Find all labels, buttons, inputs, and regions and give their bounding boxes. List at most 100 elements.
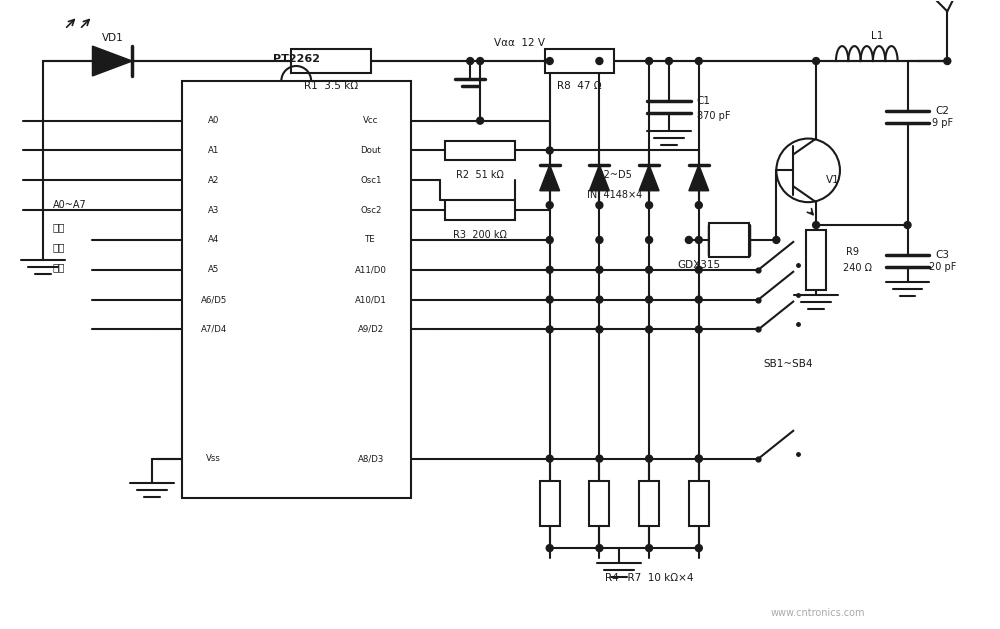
- Text: A1: A1: [208, 146, 219, 155]
- Text: 引脚: 引脚: [53, 262, 65, 272]
- Circle shape: [546, 266, 553, 273]
- Text: A0~A7: A0~A7: [53, 200, 86, 210]
- Text: Vαα  12 V: Vαα 12 V: [494, 38, 545, 48]
- Text: A5: A5: [208, 265, 219, 274]
- Circle shape: [546, 545, 553, 552]
- Text: Osc1: Osc1: [360, 176, 382, 185]
- Text: www.cntronics.com: www.cntronics.com: [771, 608, 865, 618]
- Bar: [540, 481, 560, 526]
- Text: R3  200 kΩ: R3 200 kΩ: [453, 230, 507, 240]
- Text: C3: C3: [935, 250, 949, 260]
- Bar: [182, 81, 411, 498]
- Circle shape: [646, 296, 653, 303]
- Circle shape: [546, 237, 553, 243]
- Circle shape: [546, 147, 553, 154]
- Circle shape: [596, 266, 603, 273]
- Text: 地址: 地址: [53, 222, 65, 232]
- Circle shape: [596, 202, 603, 209]
- Text: A10/D1: A10/D1: [355, 295, 387, 304]
- Circle shape: [944, 57, 951, 65]
- Polygon shape: [92, 46, 132, 76]
- Circle shape: [467, 57, 474, 65]
- Bar: [445, 200, 515, 220]
- Circle shape: [695, 455, 702, 462]
- Text: Osc2: Osc2: [360, 206, 382, 214]
- Text: 240 Ω: 240 Ω: [843, 263, 872, 273]
- Circle shape: [596, 296, 603, 303]
- Polygon shape: [589, 165, 609, 191]
- Circle shape: [695, 57, 702, 65]
- Circle shape: [666, 57, 672, 65]
- Polygon shape: [689, 165, 709, 191]
- Bar: [639, 481, 659, 526]
- Bar: [589, 481, 609, 526]
- Text: 9 pF: 9 pF: [932, 118, 953, 128]
- Circle shape: [695, 296, 702, 303]
- Polygon shape: [639, 165, 659, 191]
- Text: C1: C1: [697, 96, 711, 106]
- Text: IN  4148×4: IN 4148×4: [587, 190, 642, 200]
- Bar: [445, 140, 515, 160]
- Text: GDX315: GDX315: [677, 260, 720, 270]
- Circle shape: [546, 296, 553, 303]
- Text: A11/D0: A11/D0: [355, 265, 387, 274]
- Text: 20 pF: 20 pF: [929, 262, 956, 272]
- Text: R4~R7  10 kΩ×4: R4~R7 10 kΩ×4: [605, 573, 693, 583]
- Circle shape: [646, 57, 653, 65]
- Bar: [545, 48, 614, 74]
- Circle shape: [695, 202, 702, 209]
- Text: Vss: Vss: [206, 454, 221, 463]
- Circle shape: [646, 237, 653, 243]
- Circle shape: [646, 266, 653, 273]
- Text: TE: TE: [365, 235, 376, 245]
- Circle shape: [646, 455, 653, 462]
- Text: SB1~SB4: SB1~SB4: [764, 359, 813, 369]
- Circle shape: [685, 237, 692, 243]
- Text: R8  47 Ω: R8 47 Ω: [557, 81, 602, 91]
- Text: A2: A2: [208, 176, 219, 185]
- Text: A4: A4: [208, 235, 219, 245]
- Text: PT2262: PT2262: [273, 54, 320, 64]
- Circle shape: [546, 202, 553, 209]
- Circle shape: [646, 545, 653, 552]
- Text: R2  51 kΩ: R2 51 kΩ: [456, 170, 504, 181]
- Bar: [709, 223, 749, 257]
- Circle shape: [813, 57, 820, 65]
- Text: 870 pF: 870 pF: [697, 111, 730, 121]
- Circle shape: [596, 455, 603, 462]
- Text: R1  3.5 kΩ: R1 3.5 kΩ: [304, 81, 358, 91]
- Text: A8/D3: A8/D3: [358, 454, 384, 463]
- Circle shape: [596, 57, 603, 65]
- Text: V1: V1: [826, 175, 840, 186]
- Text: D2~D5: D2~D5: [596, 170, 632, 181]
- Circle shape: [695, 545, 702, 552]
- Circle shape: [546, 326, 553, 333]
- Circle shape: [477, 57, 484, 65]
- Text: C2: C2: [935, 106, 949, 116]
- Circle shape: [596, 326, 603, 333]
- Circle shape: [773, 237, 780, 243]
- Circle shape: [646, 326, 653, 333]
- Text: VD1: VD1: [101, 33, 123, 43]
- Text: A9/D2: A9/D2: [358, 325, 384, 334]
- Circle shape: [596, 545, 603, 552]
- Bar: [689, 481, 709, 526]
- Text: A7/D4: A7/D4: [201, 325, 227, 334]
- Circle shape: [813, 221, 820, 228]
- Polygon shape: [540, 165, 560, 191]
- Circle shape: [646, 202, 653, 209]
- Text: 编码: 编码: [53, 242, 65, 252]
- Circle shape: [546, 455, 553, 462]
- Text: L1: L1: [871, 31, 883, 41]
- Circle shape: [695, 326, 702, 333]
- Bar: [291, 48, 371, 74]
- Circle shape: [695, 237, 702, 243]
- Circle shape: [596, 237, 603, 243]
- Circle shape: [695, 455, 702, 462]
- Bar: [806, 230, 826, 289]
- Text: Dout: Dout: [360, 146, 381, 155]
- Circle shape: [904, 221, 911, 228]
- Text: A3: A3: [208, 206, 219, 214]
- Text: R9: R9: [846, 247, 859, 257]
- Text: Vcc: Vcc: [363, 116, 378, 125]
